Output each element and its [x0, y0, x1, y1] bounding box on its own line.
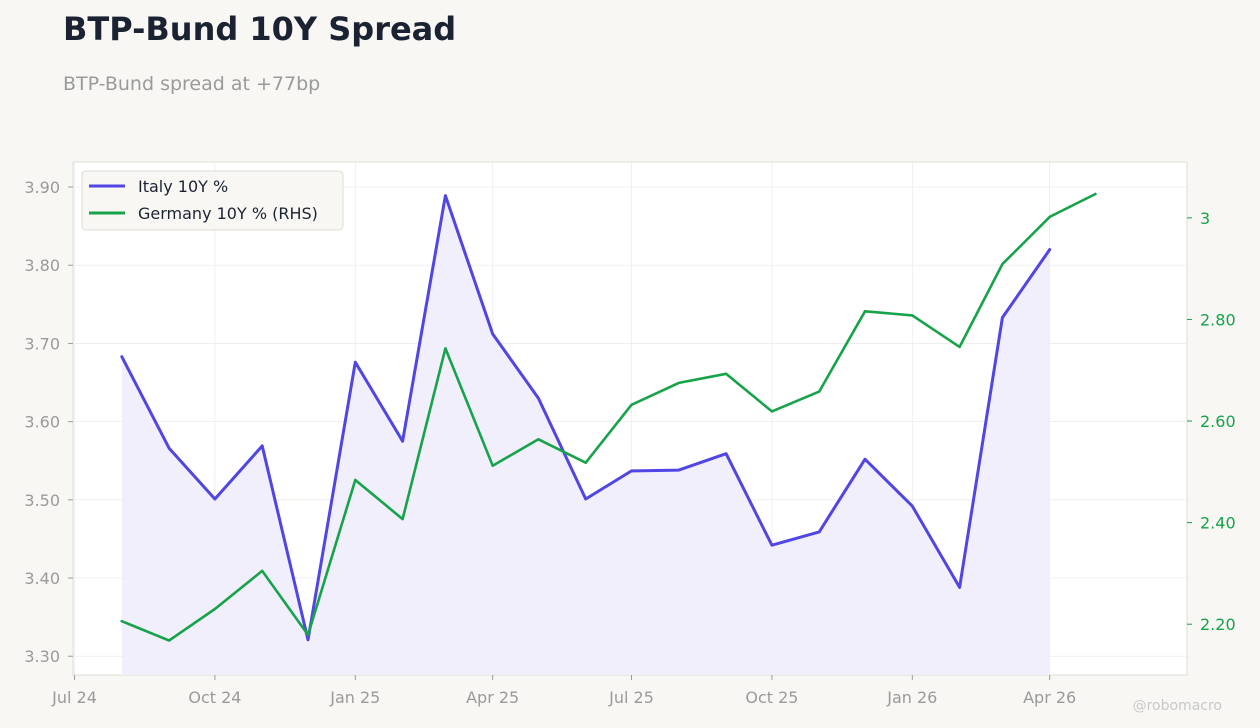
y-right-tick-label: 2.40: [1200, 514, 1236, 533]
data-point-germany: [1048, 215, 1051, 219]
data-point-italy: [491, 332, 494, 336]
data-point-germany: [1094, 192, 1097, 196]
legend-label-germany: Germany 10Y % (RHS): [138, 204, 318, 223]
data-point-italy: [584, 497, 587, 501]
data-point-italy: [537, 397, 540, 400]
watermark: @robomacro: [1133, 698, 1222, 714]
y-left-tick-label: 3.70: [24, 334, 60, 353]
data-point-italy: [444, 194, 447, 197]
x-tick-label: Jan 25: [329, 688, 380, 707]
data-point-italy: [261, 444, 264, 448]
x-tick-label: Jul 24: [51, 688, 97, 707]
y-right-tick-label: 2.60: [1200, 412, 1236, 431]
data-point-italy: [354, 361, 357, 364]
data-point-italy: [167, 447, 171, 450]
data-point-germany: [537, 438, 540, 441]
y-left-tick-label: 3.90: [24, 178, 60, 197]
series-area-italy: [121, 195, 1050, 675]
data-point-italy: [120, 355, 124, 358]
data-point-germany: [958, 345, 961, 349]
data-point-germany: [491, 464, 494, 467]
y-left-tick-label: 3.80: [24, 256, 60, 275]
legend-label-italy: Italy 10Y %: [138, 177, 228, 196]
data-point-italy: [958, 586, 961, 589]
data-point-germany: [261, 569, 264, 573]
data-point-germany: [120, 620, 124, 623]
series-lines: [120, 192, 1097, 642]
chart-title: BTP-Bund 10Y Spread: [63, 10, 457, 48]
data-point-germany: [401, 517, 404, 521]
legend-box: [81, 170, 344, 231]
axes: Jul 24 Oct 24 Jan 25 Apr 25 Jul 25 Oct 25 Jan …: [24, 178, 1235, 707]
data-point-germany: [584, 461, 587, 464]
data-point-italy: [306, 638, 310, 641]
y-right-tick-label: 3: [1200, 209, 1210, 228]
y-left-tick-label: 3.30: [24, 647, 60, 666]
data-point-germany: [444, 347, 447, 350]
data-point-italy: [863, 458, 867, 461]
data-point-italy: [677, 468, 680, 472]
y-left-tick-label: 3.60: [24, 413, 60, 432]
y-left-tick-label: 3.40: [24, 569, 60, 588]
y-left-tick-label: 3.50: [24, 491, 60, 510]
x-tick-label: Jan 26: [886, 688, 937, 707]
data-point-germany: [818, 390, 821, 393]
y-right-tick-label: 2.80: [1200, 310, 1236, 329]
data-point-germany: [167, 639, 171, 642]
data-point-germany: [1001, 262, 1004, 266]
data-point-italy: [1048, 248, 1051, 251]
data-point-italy: [213, 497, 217, 501]
data-point-germany: [354, 478, 357, 482]
data-point-germany: [863, 310, 867, 313]
legend: Italy 10Y % Germany 10Y % (RHS): [81, 170, 344, 231]
data-point-germany: [306, 633, 310, 637]
data-point-germany: [213, 607, 217, 611]
data-point-germany: [677, 381, 680, 385]
data-point-germany: [724, 372, 728, 375]
data-point-italy: [630, 469, 633, 473]
data-point-germany: [911, 314, 914, 317]
x-tick-label: Jul 25: [608, 688, 654, 707]
data-point-italy: [770, 544, 774, 547]
data-point-germany: [630, 403, 633, 406]
data-point-italy: [401, 440, 404, 443]
data-point-italy: [724, 452, 728, 455]
data-point-italy: [818, 530, 821, 534]
chart-subtitle: BTP-Bund spread at +77bp: [63, 73, 321, 95]
data-point-italy: [1001, 316, 1004, 319]
x-tick-label: Oct 24: [188, 688, 241, 707]
x-tick-label: Apr 26: [1023, 688, 1076, 707]
x-tick-label: Apr 25: [466, 688, 519, 707]
x-tick-label: Oct 25: [745, 688, 798, 707]
series-fill-layer: [121, 195, 1050, 675]
y-right-tick-label: 2.20: [1200, 615, 1236, 634]
data-point-germany: [770, 410, 774, 413]
series-line-germany: [120, 192, 1097, 642]
data-point-italy: [911, 504, 914, 508]
